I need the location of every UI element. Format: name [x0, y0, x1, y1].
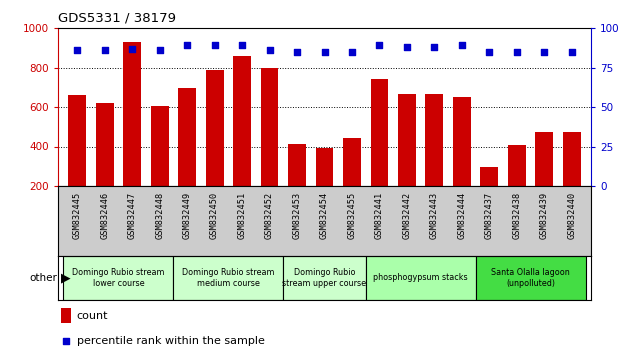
Text: GSM832449: GSM832449: [182, 192, 192, 239]
Text: percentile rank within the sample: percentile rank within the sample: [76, 336, 264, 346]
Bar: [261, 68, 278, 225]
Point: [182, 42, 192, 48]
Text: GSM832446: GSM832446: [100, 192, 109, 239]
Text: Domingo Rubio stream
medium course: Domingo Rubio stream medium course: [182, 268, 274, 288]
Point: [402, 44, 412, 50]
Bar: [151, 106, 168, 225]
Text: GSM832444: GSM832444: [457, 192, 466, 239]
Point: [237, 42, 247, 48]
Bar: [453, 97, 471, 225]
Point: [127, 46, 137, 51]
Point: [209, 42, 220, 48]
Text: Domingo Rubio stream
lower course: Domingo Rubio stream lower course: [72, 268, 165, 288]
Text: GSM832439: GSM832439: [540, 192, 549, 239]
Text: GSM832441: GSM832441: [375, 192, 384, 239]
Bar: [206, 70, 223, 225]
Bar: [178, 88, 196, 225]
Text: GDS5331 / 38179: GDS5331 / 38179: [58, 11, 176, 24]
Bar: [288, 143, 306, 225]
Bar: [233, 56, 251, 225]
Text: Santa Olalla lagoon
(unpolluted): Santa Olalla lagoon (unpolluted): [491, 268, 570, 288]
Text: GSM832452: GSM832452: [265, 192, 274, 239]
Bar: [123, 42, 141, 225]
Point: [512, 49, 522, 55]
Bar: [283, 256, 366, 300]
Text: other: other: [30, 273, 57, 283]
Point: [319, 49, 329, 55]
Bar: [425, 94, 444, 225]
Point: [429, 44, 439, 50]
Bar: [64, 256, 174, 300]
Point: [292, 49, 302, 55]
Point: [540, 49, 550, 55]
Point: [72, 47, 82, 53]
Point: [347, 49, 357, 55]
Bar: [398, 94, 416, 225]
Bar: [508, 144, 526, 225]
Point: [61, 338, 71, 343]
Text: GSM832455: GSM832455: [348, 192, 357, 239]
Text: GSM832447: GSM832447: [127, 192, 137, 239]
Text: Domingo Rubio
stream upper course: Domingo Rubio stream upper course: [283, 268, 367, 288]
Point: [457, 42, 467, 48]
Point: [374, 42, 384, 48]
Text: GSM832448: GSM832448: [155, 192, 164, 239]
Point: [567, 49, 577, 55]
Bar: [316, 148, 333, 225]
Text: GSM832442: GSM832442: [403, 192, 411, 239]
Text: count: count: [76, 310, 108, 321]
Bar: [61, 308, 71, 324]
Text: GSM832454: GSM832454: [320, 192, 329, 239]
Point: [155, 47, 165, 53]
Text: GSM832437: GSM832437: [485, 192, 494, 239]
Bar: [476, 256, 586, 300]
Text: GSM832438: GSM832438: [512, 192, 521, 239]
Bar: [343, 138, 361, 225]
Bar: [370, 79, 388, 225]
Point: [485, 49, 495, 55]
Bar: [174, 256, 283, 300]
Text: phosphogypsum stacks: phosphogypsum stacks: [374, 274, 468, 282]
Bar: [68, 95, 86, 225]
Text: GSM832450: GSM832450: [210, 192, 219, 239]
Text: ▶: ▶: [57, 272, 71, 285]
Text: GSM832440: GSM832440: [567, 192, 576, 239]
Point: [100, 47, 110, 53]
Point: [264, 47, 274, 53]
Bar: [563, 132, 581, 225]
Text: GSM832451: GSM832451: [238, 192, 247, 239]
Text: GSM832445: GSM832445: [73, 192, 82, 239]
Text: GSM832453: GSM832453: [293, 192, 302, 239]
Bar: [96, 103, 114, 225]
Bar: [535, 132, 553, 225]
Bar: [366, 256, 476, 300]
Text: GSM832443: GSM832443: [430, 192, 439, 239]
Bar: [480, 167, 498, 225]
